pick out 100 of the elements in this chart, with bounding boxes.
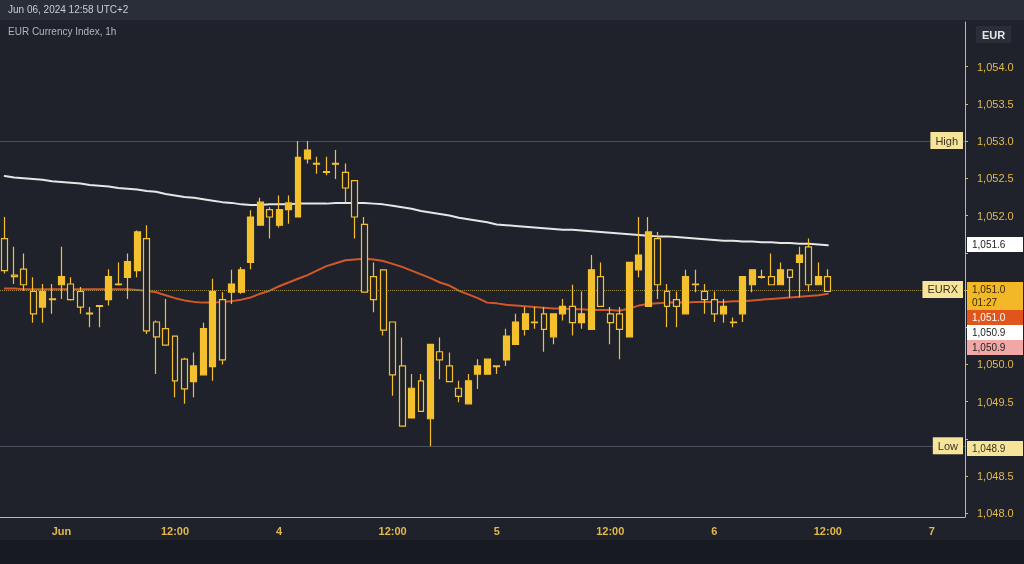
y-tick-label: 1,052.0 bbox=[977, 209, 1014, 222]
candlestick bbox=[341, 162, 350, 203]
candlestick bbox=[161, 298, 170, 347]
candlestick bbox=[256, 197, 265, 226]
candlestick bbox=[0, 216, 9, 275]
candlestick bbox=[85, 306, 94, 328]
candlestick bbox=[454, 380, 463, 403]
x-tick-label: Jun bbox=[51, 524, 72, 537]
candlestick bbox=[123, 252, 132, 300]
candlestick bbox=[227, 269, 236, 305]
candlestick bbox=[587, 254, 596, 331]
candlestick bbox=[823, 268, 832, 293]
candlestick bbox=[530, 306, 539, 330]
candlestick bbox=[398, 337, 407, 427]
candlestick bbox=[558, 298, 567, 322]
ref-line-label: Low bbox=[937, 439, 959, 452]
y-tick-label: 1,048.0 bbox=[977, 507, 1014, 520]
candlestick bbox=[681, 269, 690, 315]
candlestick bbox=[76, 286, 85, 315]
candlestick bbox=[180, 357, 189, 405]
candlestick bbox=[246, 209, 255, 270]
candlestick bbox=[208, 278, 217, 382]
candlestick bbox=[672, 290, 681, 328]
candlestick bbox=[275, 194, 284, 229]
x-tick-label: 7 bbox=[928, 524, 935, 537]
y-tick-label: 1,049.5 bbox=[977, 395, 1014, 408]
candlestick bbox=[57, 246, 66, 300]
candlestick bbox=[38, 283, 47, 324]
y-tick-label: 1,050.0 bbox=[977, 358, 1014, 371]
y-tick-label: 1,053.5 bbox=[977, 97, 1014, 110]
y-tick-label: 1,052.5 bbox=[977, 172, 1014, 185]
candlestick bbox=[700, 283, 709, 315]
candlestick bbox=[615, 306, 624, 360]
candlestick bbox=[473, 358, 482, 390]
candlestick bbox=[331, 149, 340, 180]
candlestick bbox=[133, 229, 142, 278]
candlestick bbox=[804, 238, 813, 293]
candlestick bbox=[644, 216, 653, 307]
chart-title: EUR Currency Index, 1h bbox=[8, 25, 117, 37]
candlestick bbox=[710, 290, 719, 323]
candlestick bbox=[114, 261, 123, 287]
candlestick bbox=[653, 231, 662, 300]
line-series bbox=[3, 257, 829, 312]
candlestick bbox=[445, 351, 454, 383]
candlestick bbox=[407, 373, 416, 419]
y-tick-label: 1,053.0 bbox=[977, 135, 1014, 148]
candlestick bbox=[350, 179, 359, 240]
candlestick bbox=[48, 283, 57, 315]
candlestick bbox=[540, 306, 548, 353]
candlestick bbox=[29, 276, 38, 324]
candlestick bbox=[379, 269, 388, 336]
candlestick bbox=[265, 206, 274, 240]
line-series bbox=[3, 175, 829, 247]
candlestick bbox=[719, 298, 728, 324]
x-tick-label: 12:00 bbox=[378, 524, 407, 537]
text: 1,050.9 bbox=[972, 327, 1006, 338]
text: 1,051.6 bbox=[972, 239, 1006, 250]
candlestick bbox=[511, 313, 520, 345]
chart-subtitle: Jun 06, 2024 12:58 UTC+2 bbox=[8, 3, 129, 15]
candlestick bbox=[10, 246, 19, 285]
ref-line-label: EURX bbox=[927, 283, 959, 296]
candlestick bbox=[786, 269, 794, 299]
candlestick bbox=[663, 283, 671, 328]
candlestick bbox=[171, 334, 179, 398]
x-tick-label: 4 bbox=[276, 524, 284, 537]
candlestick bbox=[748, 269, 757, 293]
candlestick bbox=[625, 261, 634, 338]
candlestick bbox=[294, 140, 302, 218]
candlestick bbox=[795, 246, 804, 299]
candlestick bbox=[322, 156, 331, 176]
candlestick bbox=[19, 252, 28, 292]
candlestick bbox=[606, 306, 615, 345]
y-tick-label: 1,048.5 bbox=[977, 470, 1014, 483]
x-tick-label: 12:00 bbox=[160, 524, 190, 537]
text: 1,048.9 bbox=[972, 443, 1006, 454]
candlestick bbox=[417, 373, 425, 412]
candlestick bbox=[152, 319, 161, 375]
candlestick bbox=[199, 322, 208, 377]
text: 1,051.0 bbox=[972, 312, 1006, 323]
candlestick bbox=[426, 343, 435, 447]
candlestick bbox=[568, 284, 577, 336]
x-tick-label: 6 bbox=[711, 524, 718, 537]
candlestick bbox=[577, 290, 586, 330]
candlestick bbox=[502, 328, 511, 367]
candlestick bbox=[492, 365, 501, 375]
candlestick bbox=[237, 266, 246, 295]
candlestick bbox=[549, 313, 558, 345]
x-tick-label: 12:00 bbox=[596, 524, 625, 537]
candlestick bbox=[189, 351, 198, 398]
candlestick bbox=[757, 269, 766, 280]
candlestick bbox=[218, 291, 227, 366]
candlestick bbox=[284, 194, 293, 225]
candlestick bbox=[369, 261, 378, 313]
y-tick-label: 1,054.0 bbox=[977, 60, 1014, 73]
text: 1,050.9 bbox=[972, 342, 1006, 353]
ref-line-label: High bbox=[935, 134, 958, 147]
candlestick bbox=[814, 261, 823, 286]
candlestick bbox=[360, 216, 369, 293]
candlestick bbox=[142, 224, 151, 335]
candlestick bbox=[388, 321, 397, 397]
